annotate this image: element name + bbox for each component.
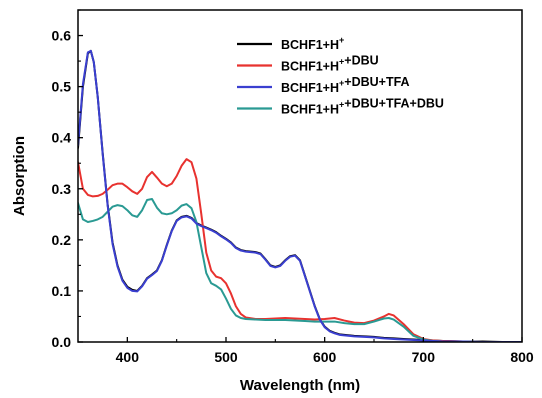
series-line-3 <box>78 49 522 342</box>
x-tick-label: 400 <box>116 349 140 365</box>
y-tick-label: 0.2 <box>52 232 72 248</box>
ticks-layer: 400 500 600 700 800 0.0 0.1 0.2 0.3 0.4 0.5 0.6 <box>52 9 534 365</box>
x-tick-label: 500 <box>214 349 238 365</box>
series-layer <box>78 49 522 342</box>
x-tick-label: 700 <box>412 349 436 365</box>
y-tick-label: 0.6 <box>52 28 72 44</box>
x-tick-label: 800 <box>510 349 534 365</box>
y-tick-label: 0.4 <box>52 130 72 146</box>
legend-label: BCHF1+H+ <box>281 35 344 52</box>
x-tick-label: 600 <box>313 349 337 365</box>
series-line-4 <box>78 197 522 342</box>
y-axis-title: Absorption <box>11 136 28 216</box>
plot-frame <box>77 9 523 343</box>
y-tick-label: 0.3 <box>52 181 72 197</box>
legend-label: BCHF1+H++DBU+TFA <box>281 75 410 95</box>
legend-label: BCHF1+H++DBU+TFA+DBU <box>281 97 444 117</box>
x-axis-title: Wavelength (nm) <box>240 377 360 394</box>
y-tick-label: 0.0 <box>52 334 72 350</box>
legend: BCHF1+H+ BCHF1+H++DBUBCHF1+H++DBU+TFABCHF… <box>237 35 444 117</box>
legend-label: BCHF1+H++DBU <box>281 54 379 74</box>
y-tick-label: 0.5 <box>52 79 72 95</box>
series-line-2 <box>78 158 522 342</box>
y-tick-label: 0.1 <box>52 283 72 299</box>
